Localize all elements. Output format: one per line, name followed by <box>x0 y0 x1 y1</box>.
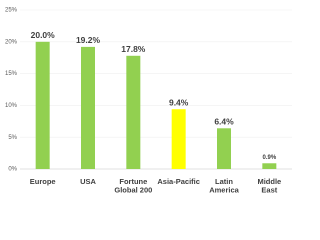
y-tick-label: 10% <box>5 103 18 109</box>
bar <box>81 46 95 169</box>
data-label: 6.4% <box>214 117 234 127</box>
bar <box>217 128 231 169</box>
y-tick-label: 15% <box>5 71 18 77</box>
x-tick-label: Middle East <box>257 177 281 195</box>
x-tick-label: Asia-Pacific <box>157 177 200 186</box>
data-label: 9.4% <box>169 97 189 107</box>
y-tick-label: 5% <box>8 135 17 141</box>
y-tick-label: 0% <box>8 167 17 173</box>
data-label: 17.8% <box>121 44 146 54</box>
x-tick-label: Europe <box>30 177 56 186</box>
bar <box>126 55 141 169</box>
data-label: 19.2% <box>76 35 101 45</box>
chart: 0% 5% 10% 15% 20% 25% 20.0% Europe 19.2% USA 17.8%… <box>5 8 292 195</box>
y-tick-label: 20% <box>5 39 18 45</box>
bar <box>35 41 50 169</box>
data-label: 20.0% <box>31 30 56 40</box>
x-tick-label: Fortune Global 200 <box>114 177 152 195</box>
y-tick-label: 25% <box>5 8 18 14</box>
data-label: 0.9% <box>262 155 276 161</box>
x-tick-label: USA <box>80 177 96 186</box>
bar <box>262 163 277 169</box>
x-tick-label: Latin America <box>209 177 239 195</box>
bar <box>171 109 186 169</box>
